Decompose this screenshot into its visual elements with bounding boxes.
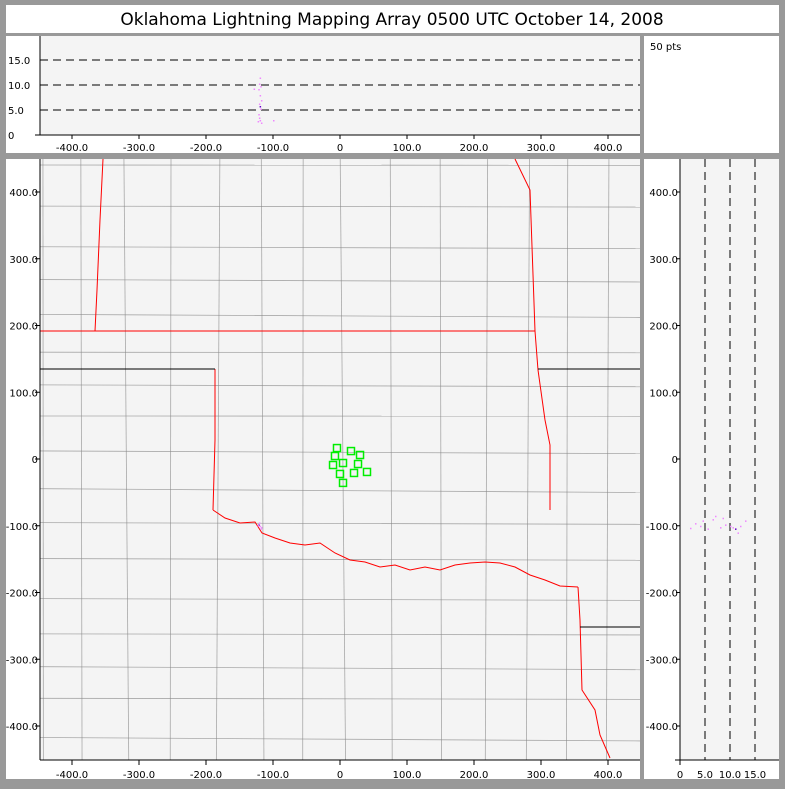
lightning-source — [258, 114, 260, 116]
ns-y-tick-label: 100.0 — [649, 388, 678, 399]
lightning-source — [260, 528, 262, 530]
plan-x-tick-label: -100.0 — [257, 770, 289, 781]
lightning-source — [738, 532, 740, 534]
ew-x-tick-label: 0 — [337, 143, 343, 154]
lightning-source — [690, 528, 692, 530]
plan-x-tick-label: -400.0 — [56, 770, 88, 781]
lightning-source — [260, 78, 262, 80]
lightning-source — [258, 121, 260, 123]
plan-x-tick-label: 100.0 — [393, 770, 422, 781]
plan-x-tick-label: 400.0 — [594, 770, 623, 781]
ew-x-tick-label: 300.0 — [527, 143, 556, 154]
ew-x-tick-label: -100.0 — [257, 143, 289, 154]
figure-title: Oklahoma Lightning Mapping Array 0500 UT… — [120, 10, 663, 30]
lightning-source — [725, 524, 727, 526]
lightning-source — [735, 528, 737, 530]
plan-y-tick-label: 400.0 — [9, 188, 38, 199]
lightning-source — [733, 527, 735, 529]
lightning-source — [745, 520, 747, 522]
ew-x-tick-label: -400.0 — [56, 143, 88, 154]
ew-x-tick-label: 400.0 — [594, 143, 623, 154]
lightning-source — [259, 104, 261, 106]
ew-y-tick-label: 0 — [8, 131, 14, 142]
count-panel — [644, 36, 779, 153]
plan-y-tick-label: -200.0 — [6, 589, 38, 600]
lightning-source — [260, 120, 262, 122]
ew-x-tick-label: 100.0 — [393, 143, 422, 154]
county-line — [40, 352, 640, 353]
plan-y-tick-label: -300.0 — [6, 655, 38, 666]
lightning-source — [260, 95, 262, 97]
plan-x-tick-label: -300.0 — [123, 770, 155, 781]
lightning-source — [260, 86, 262, 88]
lightning-source — [259, 118, 261, 120]
lightning-source — [258, 89, 260, 91]
plan-y-tick-label: 200.0 — [9, 322, 38, 333]
lightning-source — [695, 523, 697, 525]
lightning-source — [260, 526, 262, 528]
ns-y-tick-label: 300.0 — [649, 255, 678, 266]
ew-x-tick-label: 200.0 — [460, 143, 489, 154]
ew-y-tick-label: 5.0 — [8, 106, 24, 117]
plan-x-tick-label: 0 — [337, 770, 343, 781]
plan-x-tick-label: 200.0 — [460, 770, 489, 781]
lightning-source — [708, 528, 710, 530]
lightning-source — [700, 526, 702, 528]
plan-y-tick-label: -100.0 — [6, 522, 38, 533]
ns-y-tick-label: 200.0 — [649, 322, 678, 333]
ew-x-tick-label: -300.0 — [123, 143, 155, 154]
lightning-source — [730, 526, 732, 528]
lightning-source — [723, 518, 725, 520]
lightning-source — [720, 527, 722, 529]
lightning-source — [273, 120, 275, 122]
lightning-source — [260, 106, 262, 108]
lightning-source — [261, 100, 263, 102]
plan-x-tick-label: 300.0 — [527, 770, 556, 781]
ns-x-tick-label: 15.0 — [744, 770, 766, 781]
ns-x-tick-label: 5.0 — [697, 770, 713, 781]
lightning-source — [260, 109, 262, 111]
lightning-source — [258, 525, 260, 527]
ns-y-tick-label: -300.0 — [646, 655, 678, 666]
lightning-source — [740, 526, 742, 528]
ns-y-tick-label: 400.0 — [649, 188, 678, 199]
ew-y-tick-label: 15.0 — [8, 56, 30, 67]
point-count: 50 pts — [650, 42, 681, 53]
ns-y-tick-label: 0 — [672, 455, 678, 466]
lightning-source — [259, 84, 261, 86]
plan-y-tick-label: -400.0 — [6, 722, 38, 733]
plan-y-tick-label: 0 — [32, 455, 38, 466]
lightning-source — [261, 123, 263, 125]
ew-x-tick-label: -200.0 — [190, 143, 222, 154]
lightning-source — [254, 89, 256, 91]
lightning-source — [713, 519, 715, 521]
ns-y-tick-label: -400.0 — [646, 722, 678, 733]
lightning-source — [703, 520, 705, 522]
plan-x-tick-label: -200.0 — [190, 770, 222, 781]
ew-y-tick-label: 10.0 — [8, 81, 30, 92]
plan-y-tick-label: 300.0 — [9, 255, 38, 266]
lightning-source — [715, 516, 717, 518]
lightning-source — [259, 522, 261, 524]
plan-y-tick-label: 100.0 — [9, 388, 38, 399]
ns-x-tick-label: 10.0 — [719, 770, 741, 781]
ns-x-tick-label: 0 — [677, 770, 683, 781]
ns-y-tick-label: -200.0 — [646, 589, 678, 600]
ns-y-tick-label: -100.0 — [646, 522, 678, 533]
lightning-source — [261, 527, 263, 529]
